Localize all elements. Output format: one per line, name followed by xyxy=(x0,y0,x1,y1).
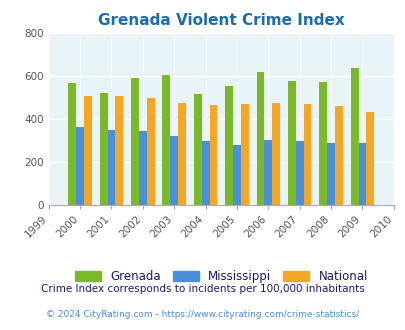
Text: Crime Index corresponds to incidents per 100,000 inhabitants: Crime Index corresponds to incidents per… xyxy=(41,284,364,294)
Bar xyxy=(240,104,248,205)
Bar xyxy=(225,85,232,205)
Bar xyxy=(295,141,303,205)
Bar xyxy=(365,112,373,205)
Bar xyxy=(358,143,365,205)
Bar xyxy=(193,94,201,205)
Bar xyxy=(100,93,107,205)
Bar xyxy=(115,96,123,205)
Bar xyxy=(162,75,170,205)
Bar xyxy=(68,83,76,205)
Bar xyxy=(76,127,84,205)
Bar xyxy=(318,82,326,205)
Bar xyxy=(326,143,334,205)
Bar xyxy=(139,131,146,205)
Bar xyxy=(264,140,272,205)
Bar xyxy=(107,129,115,205)
Bar xyxy=(303,104,311,205)
Bar xyxy=(256,72,264,205)
Bar xyxy=(170,136,178,205)
Bar xyxy=(287,81,295,205)
Bar xyxy=(84,96,92,205)
Text: © 2024 CityRating.com - https://www.cityrating.com/crime-statistics/: © 2024 CityRating.com - https://www.city… xyxy=(46,310,359,319)
Bar xyxy=(201,141,209,205)
Bar xyxy=(146,98,154,205)
Bar xyxy=(131,78,139,205)
Bar xyxy=(334,106,342,205)
Bar xyxy=(232,145,240,205)
Bar xyxy=(178,103,185,205)
Bar xyxy=(209,105,217,205)
Bar xyxy=(272,103,279,205)
Legend: Grenada, Mississippi, National: Grenada, Mississippi, National xyxy=(70,265,371,288)
Title: Grenada Violent Crime Index: Grenada Violent Crime Index xyxy=(98,13,344,28)
Bar xyxy=(350,68,358,205)
